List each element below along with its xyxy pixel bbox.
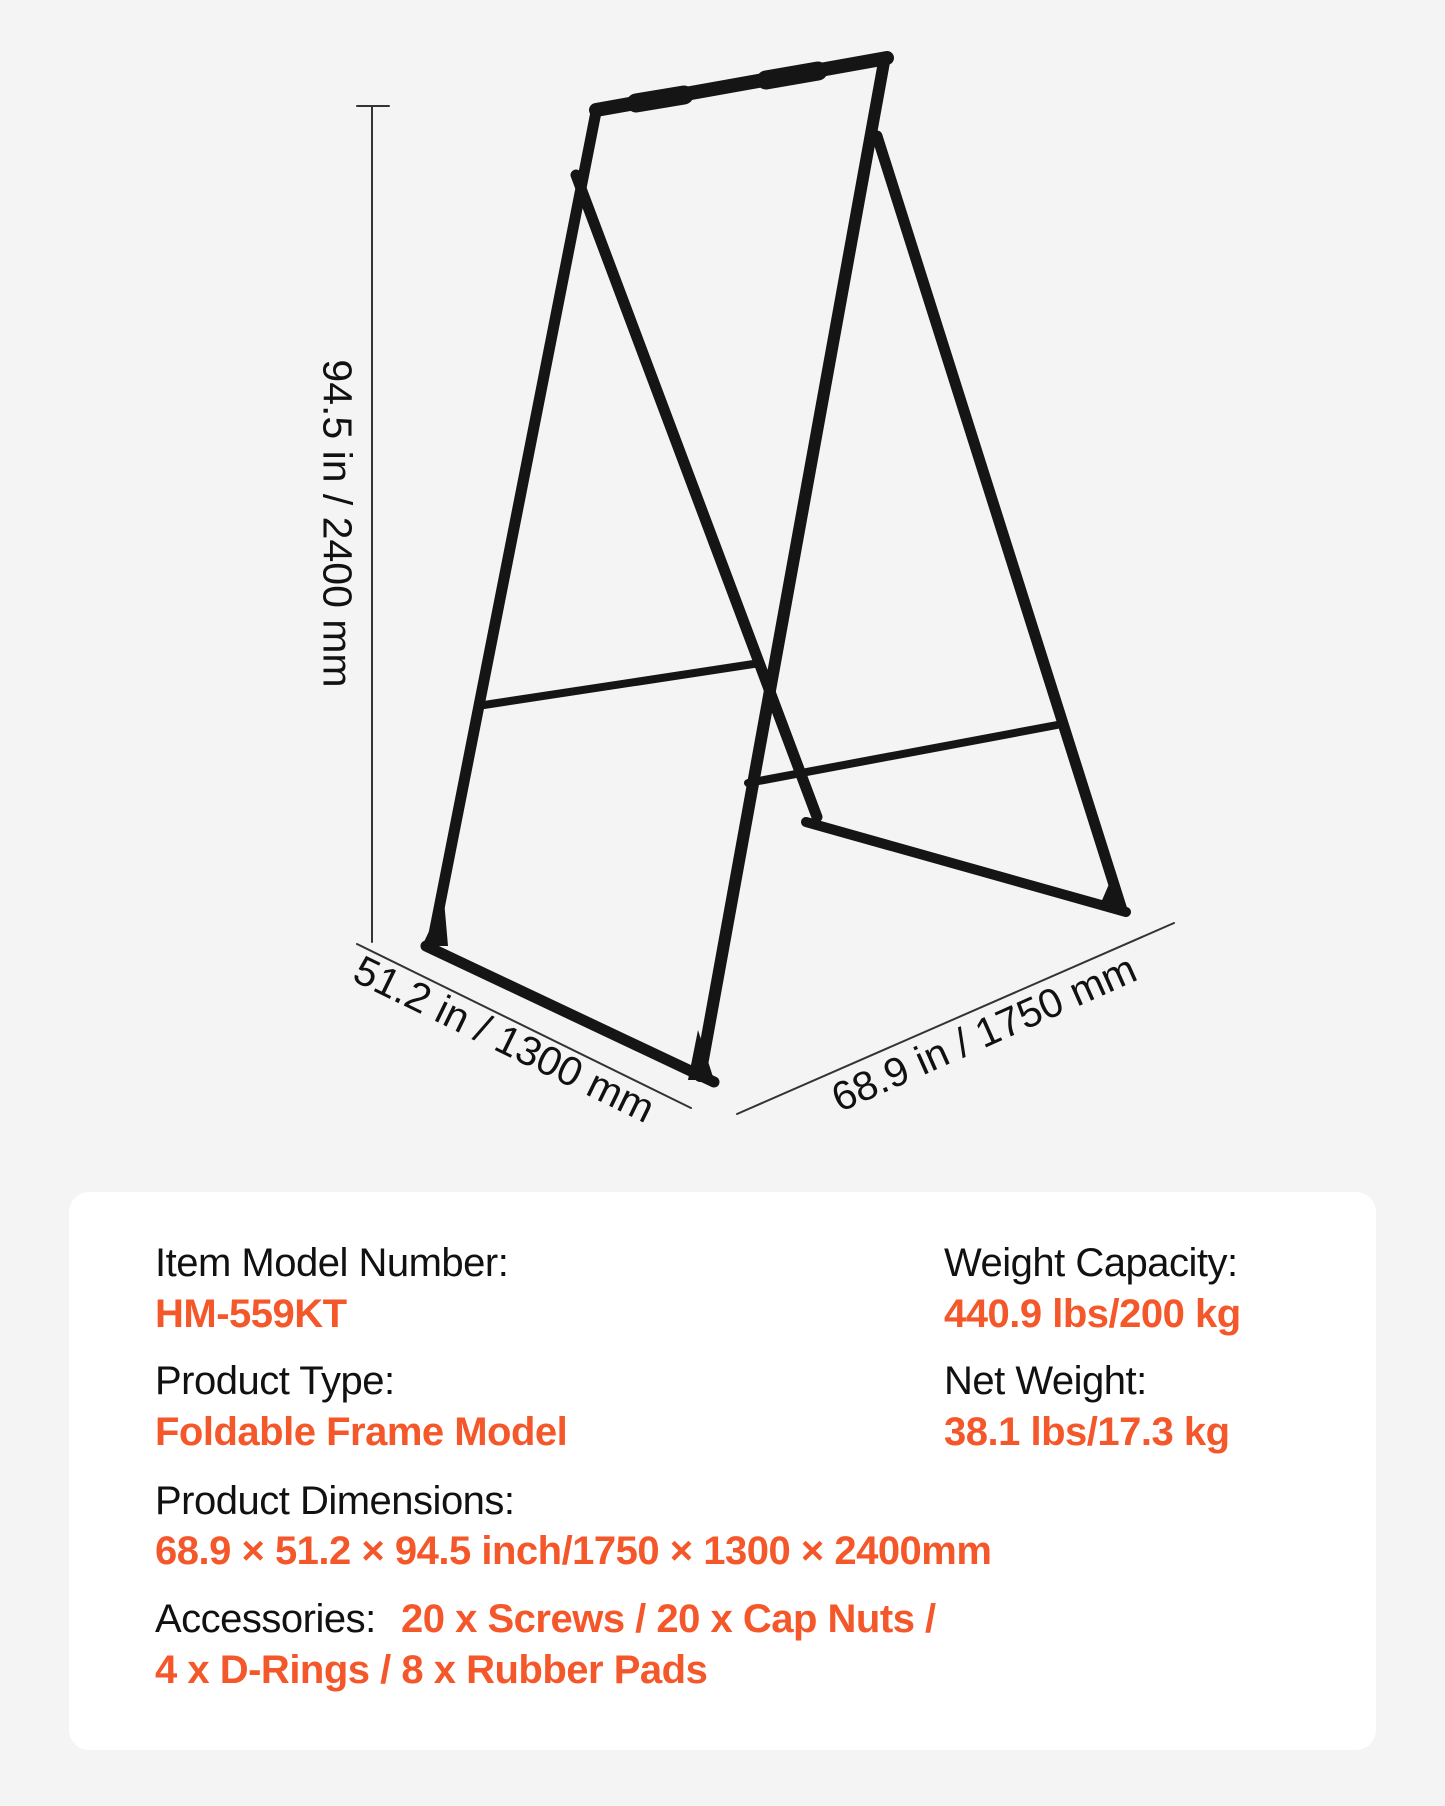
capacity-value: 440.9 lbs/200 kg: [944, 1292, 1241, 1336]
front-right-leg: [694, 56, 890, 1082]
accessories-label: Accessories:: [155, 1597, 376, 1641]
rear-right-leg: [871, 130, 1128, 916]
left-crossbar: [480, 659, 764, 709]
foot-bracket-left: [422, 900, 448, 946]
foot-bracket-front: [688, 1030, 714, 1080]
capacity-label: Weight Capacity:: [944, 1241, 1238, 1285]
model-value: HM-559KT: [155, 1292, 347, 1336]
accessories-value-line1: 20 x Screws / 20 x Cap Nuts /: [401, 1597, 936, 1641]
height-dimension-label: 94.5 in / 2400 mm: [314, 359, 361, 688]
right-crossbar: [744, 721, 1061, 787]
type-label: Product Type:: [155, 1359, 395, 1403]
top-grip-left: [626, 85, 694, 113]
accessories-value-line2: 4 x D-Rings / 8 x Rubber Pads: [155, 1648, 708, 1692]
model-label: Item Model Number:: [155, 1241, 509, 1285]
dimensions-label: Product Dimensions:: [155, 1479, 515, 1523]
dimension-line-length: [736, 922, 1175, 1115]
front-left-leg: [426, 106, 602, 950]
net-weight-value: 38.1 lbs/17.3 kg: [944, 1410, 1230, 1454]
front-base-bar: [420, 940, 720, 1088]
net-weight-label: Net Weight:: [944, 1359, 1147, 1403]
dimension-line-width: [356, 943, 692, 1109]
spec-card: [69, 1192, 1376, 1750]
type-value: Foldable Frame Model: [155, 1410, 568, 1454]
dimensions-value: 68.9 × 51.2 × 94.5 inch/1750 × 1300 × 24…: [155, 1529, 992, 1573]
foot-bracket-right: [1100, 870, 1128, 912]
rear-base-bar: [801, 817, 1131, 917]
top-grip-right: [756, 61, 828, 90]
rear-left-leg: [570, 169, 823, 823]
yoga-trapeze-frame-illustration: [356, 51, 1175, 1115]
